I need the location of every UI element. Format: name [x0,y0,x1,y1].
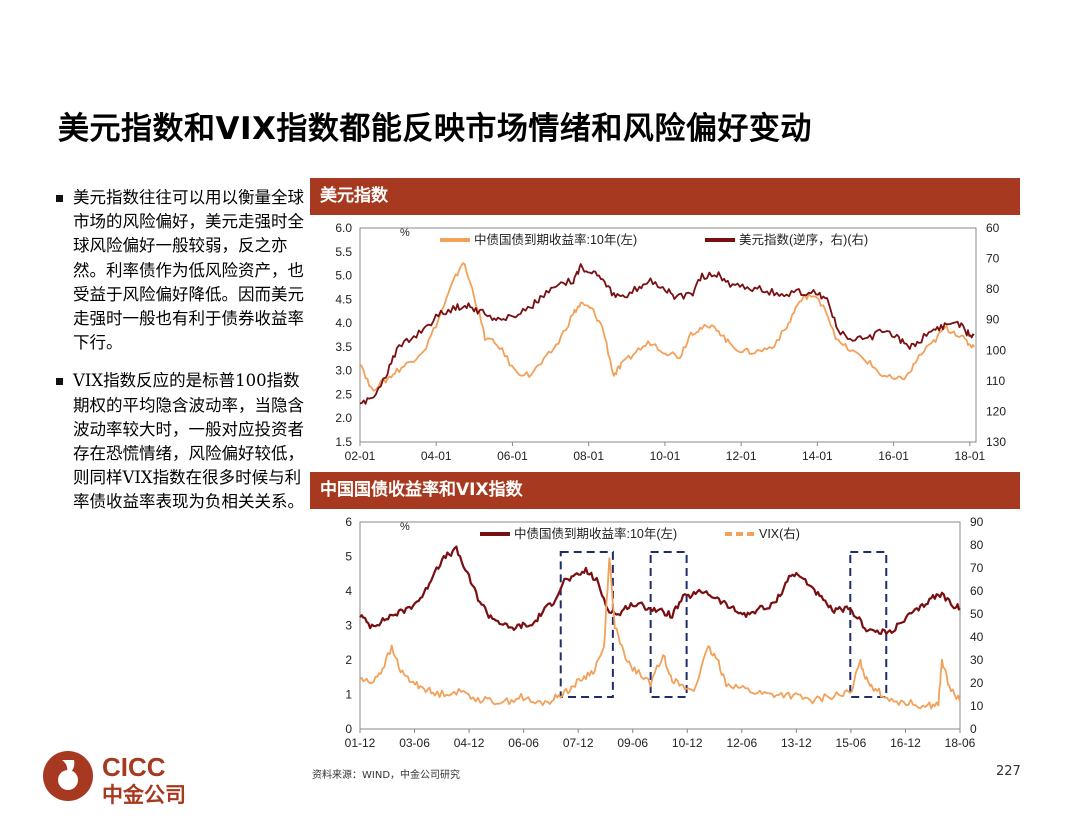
x-tick-label: 04-12 [454,736,485,750]
bullet-list: 美元指数往往可以用以衡量全球市场的风险偏好，美元走强时全球风险偏好一般较弱，反之… [56,186,304,529]
x-tick-label: 12-01 [726,449,757,463]
y-left-tick-label: 2.5 [335,387,352,401]
x-tick-label: 16-12 [890,736,921,750]
y-left-tick-label: 0 [345,722,352,736]
legend-label: VIX(右) [759,526,800,541]
y-right-tick-label: 60 [986,221,1000,235]
y-right-tick-label: 90 [986,313,1000,327]
x-tick-label: 10-01 [650,449,681,463]
y-right-tick-label: 70 [970,561,984,575]
x-tick-label: 06-01 [497,449,528,463]
y-left-tick-label: 5 [345,550,352,564]
x-tick-label: 15-06 [836,736,867,750]
cicc-logo: CICC 中金公司 [43,751,186,807]
y-right-tick-label: 60 [970,584,984,598]
y-left-tick-label: 3.5 [335,340,352,354]
y-left-tick-label: 4.5 [335,292,352,306]
y-left-tick-label: 6 [345,515,352,529]
bullet-square-icon [56,378,63,386]
logo-swirl-icon [62,760,75,776]
y-right-tick-label: 90 [970,515,984,529]
bullet-dollar-index: 美元指数往往可以用以衡量全球市场的风险偏好，美元走强时全球风险偏好一般较弱，反之… [56,186,304,355]
y-right-tick-label: 20 [970,676,984,690]
slide-title: 美元指数和VIX指数都能反映市场情绪和风险偏好变动 [58,111,812,147]
logo-chinese-text: 中金公司 [102,783,186,807]
y-left-tick-label: 2.0 [335,411,352,425]
x-tick-label: 18-06 [945,736,976,750]
logo-latin-text: CICC [102,752,166,782]
y-left-unit-label: % [400,521,410,533]
y-left-tick-label: 6.0 [335,221,352,235]
y-right-tick-label: 120 [986,404,1006,418]
plot-frame [359,521,961,730]
bullet-vix-index: VIX指数反应的是标普100指数期权的平均隐含波动率，当隐含波动率较大时，一般对… [56,369,304,514]
x-tick-label: 16-01 [878,449,909,463]
y-right-tick-label: 80 [970,538,984,552]
x-tick-label: 01-12 [345,736,376,750]
chart-dollar-index: 6.0 5.5 5.0 4.5 4.0 3.5 3.0 2.5 2.0 1.5% 60 70 80 90 1… [335,221,1006,463]
page-number: 227 [996,764,1021,779]
y-left-tick-label: 2 [345,653,352,667]
y-right-tick-label: 30 [970,653,984,667]
y-left-tick-label: 1 [345,688,352,702]
bullet-text: VIX指数反应的是标普100指数期权的平均隐含波动率，当隐含波动率较大时，一般对… [73,371,304,512]
highlight-box [649,551,688,698]
bullet-square-icon [56,195,63,202]
legend-label: 美元指数(逆序，右)(右) [739,232,868,247]
y-left-tick-label: 3 [345,619,352,633]
logo-inner-circle-icon [58,770,78,790]
y-left-tick-label: 5.0 [335,269,352,283]
y-right-tick-label: 0 [970,722,977,736]
y-left-tick-label: 4 [345,584,352,598]
x-tick-label: 18-01 [954,449,985,463]
y-right-tick-label: 100 [986,343,1006,357]
x-tick-label: 07-12 [563,736,594,750]
x-tick-label: 13-12 [781,736,812,750]
y-left-tick-label: 5.5 [335,245,352,259]
x-tick-label: 04-01 [421,449,452,463]
bullet-text: 美元指数往往可以用以衡量全球市场的风险偏好，美元走强时全球风险偏好一般较弱，反之… [73,188,304,353]
y-right-tick-label: 70 [986,252,1000,266]
legend-label: 中债国债到期收益率:10年(左) [474,232,637,247]
series-line [359,545,961,636]
y-left-unit-label: % [400,227,410,239]
y-right-tick-label: 40 [970,630,984,644]
x-tick-label: 02-01 [345,449,376,463]
y-right-tick-label: 130 [986,435,1006,449]
source-note: 资料来源：WIND，中金公司研究 [312,770,461,781]
x-tick-label: 08-01 [573,449,604,463]
x-tick-label: 14-01 [802,449,833,463]
series-line [359,262,975,392]
y-right-tick-label: 80 [986,282,1000,296]
y-right-tick-label: 50 [970,607,984,621]
y-left-tick-label: 4.0 [335,316,352,330]
x-tick-label: 06-06 [508,736,539,750]
series-line [359,557,961,710]
x-tick-label: 09-06 [617,736,648,750]
plot-frame [359,227,977,443]
highlight-box [849,551,888,698]
x-tick-label: 03-06 [399,736,430,750]
y-left-tick-label: 3.0 [335,364,352,378]
panel-header-china-bond-vix: 中国国债收益率和VIX指数 [310,472,1020,509]
x-tick-label: 12-06 [726,736,757,750]
y-left-tick-label: 1.5 [335,435,352,449]
panel-header-dollar-index: 美元指数 [310,178,1020,215]
legend-label: 中债国债到期收益率:10年(左) [514,526,677,541]
highlight-box [559,551,614,698]
y-right-tick-label: 10 [970,699,984,713]
series-line [359,263,975,405]
x-tick-label: 10-12 [672,736,703,750]
y-right-tick-label: 110 [986,374,1005,388]
